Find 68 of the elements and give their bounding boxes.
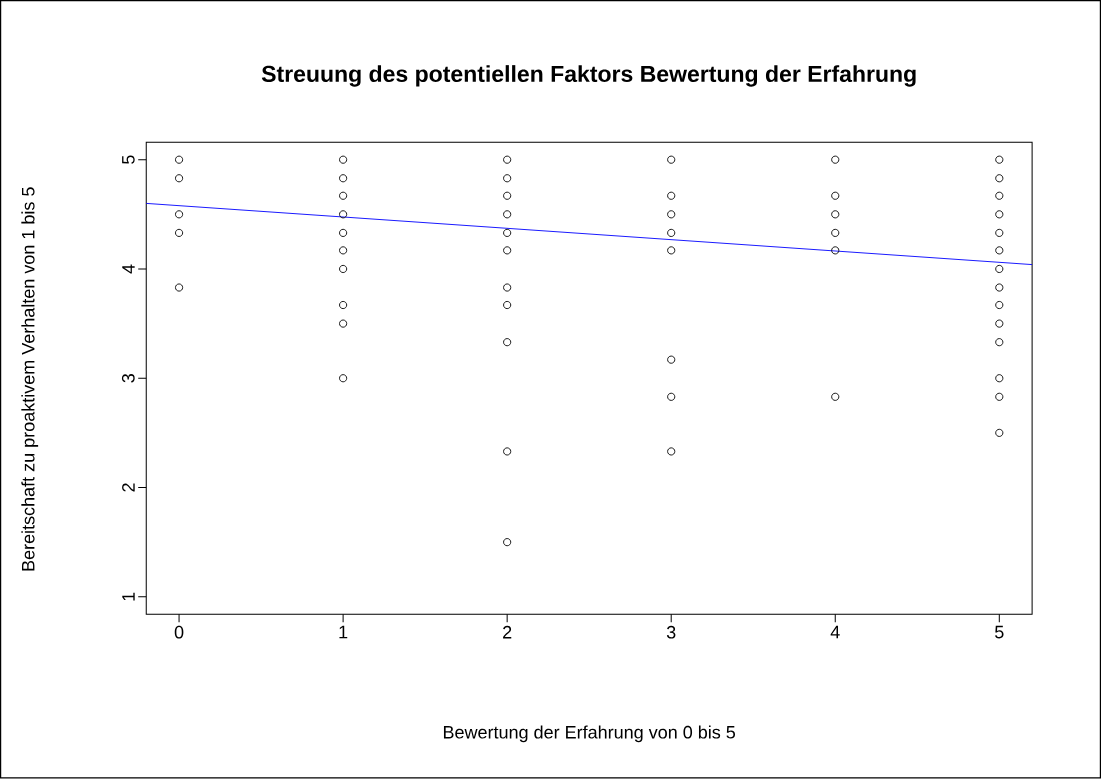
point	[339, 229, 348, 238]
point	[995, 191, 1004, 200]
point	[503, 447, 512, 456]
y-tick-label: 1	[122, 592, 135, 601]
point	[995, 429, 1004, 438]
point	[503, 246, 512, 255]
point	[995, 229, 1004, 238]
point	[995, 283, 1004, 292]
point	[995, 301, 1004, 310]
point	[339, 210, 348, 219]
point	[995, 155, 1004, 164]
x-tick-label: 5	[995, 626, 1004, 639]
point	[831, 191, 840, 200]
point	[667, 355, 676, 364]
point	[667, 229, 676, 238]
x-tick-label: 0	[174, 626, 184, 639]
point	[339, 191, 348, 200]
point	[503, 538, 512, 547]
point	[995, 338, 1004, 347]
point	[995, 174, 1004, 183]
point	[339, 301, 348, 310]
x-tick-label: 1	[339, 626, 348, 639]
point	[995, 210, 1004, 219]
point	[339, 155, 348, 164]
chart-title: Streuung des potentiellen Faktors Bewertung der Erfahrung	[261, 65, 916, 87]
point	[339, 246, 348, 255]
point	[503, 283, 512, 292]
point	[667, 246, 676, 255]
point	[503, 174, 512, 183]
point	[175, 210, 184, 219]
point	[995, 392, 1004, 402]
y-tick-label: 5	[122, 155, 135, 165]
point	[995, 246, 1004, 255]
point	[667, 155, 676, 164]
point	[503, 191, 512, 200]
point	[503, 229, 512, 238]
point	[667, 191, 676, 200]
point	[995, 265, 1004, 274]
y-tick-label: 4	[122, 264, 135, 274]
y-tick-label: 3	[121, 374, 135, 383]
point	[339, 174, 348, 183]
point	[667, 210, 676, 219]
point	[831, 392, 840, 402]
x-tick-label: 4	[830, 626, 840, 639]
point	[339, 319, 348, 328]
point	[831, 155, 840, 164]
point	[503, 210, 512, 219]
point	[339, 374, 348, 383]
x-axis-title: Bewertung der Erfahrung von 0 bis 5	[443, 725, 736, 743]
point	[831, 246, 840, 255]
point	[503, 338, 512, 347]
point	[831, 210, 840, 219]
x-tick-label: 2	[503, 626, 512, 639]
x-tick-label: 3	[666, 626, 676, 639]
point	[995, 319, 1004, 328]
point	[995, 374, 1004, 383]
point	[503, 155, 512, 164]
y-axis-title: Bereitschaft zu proaktivem Verhalten von 1 bis 5	[21, 187, 39, 571]
point	[667, 447, 676, 456]
point	[175, 283, 184, 292]
y-tick-label: 2	[122, 483, 135, 492]
point	[339, 265, 348, 274]
point	[175, 174, 184, 183]
point	[831, 229, 840, 238]
point	[667, 392, 676, 402]
point	[175, 229, 184, 238]
point	[175, 155, 184, 164]
point	[503, 301, 512, 310]
